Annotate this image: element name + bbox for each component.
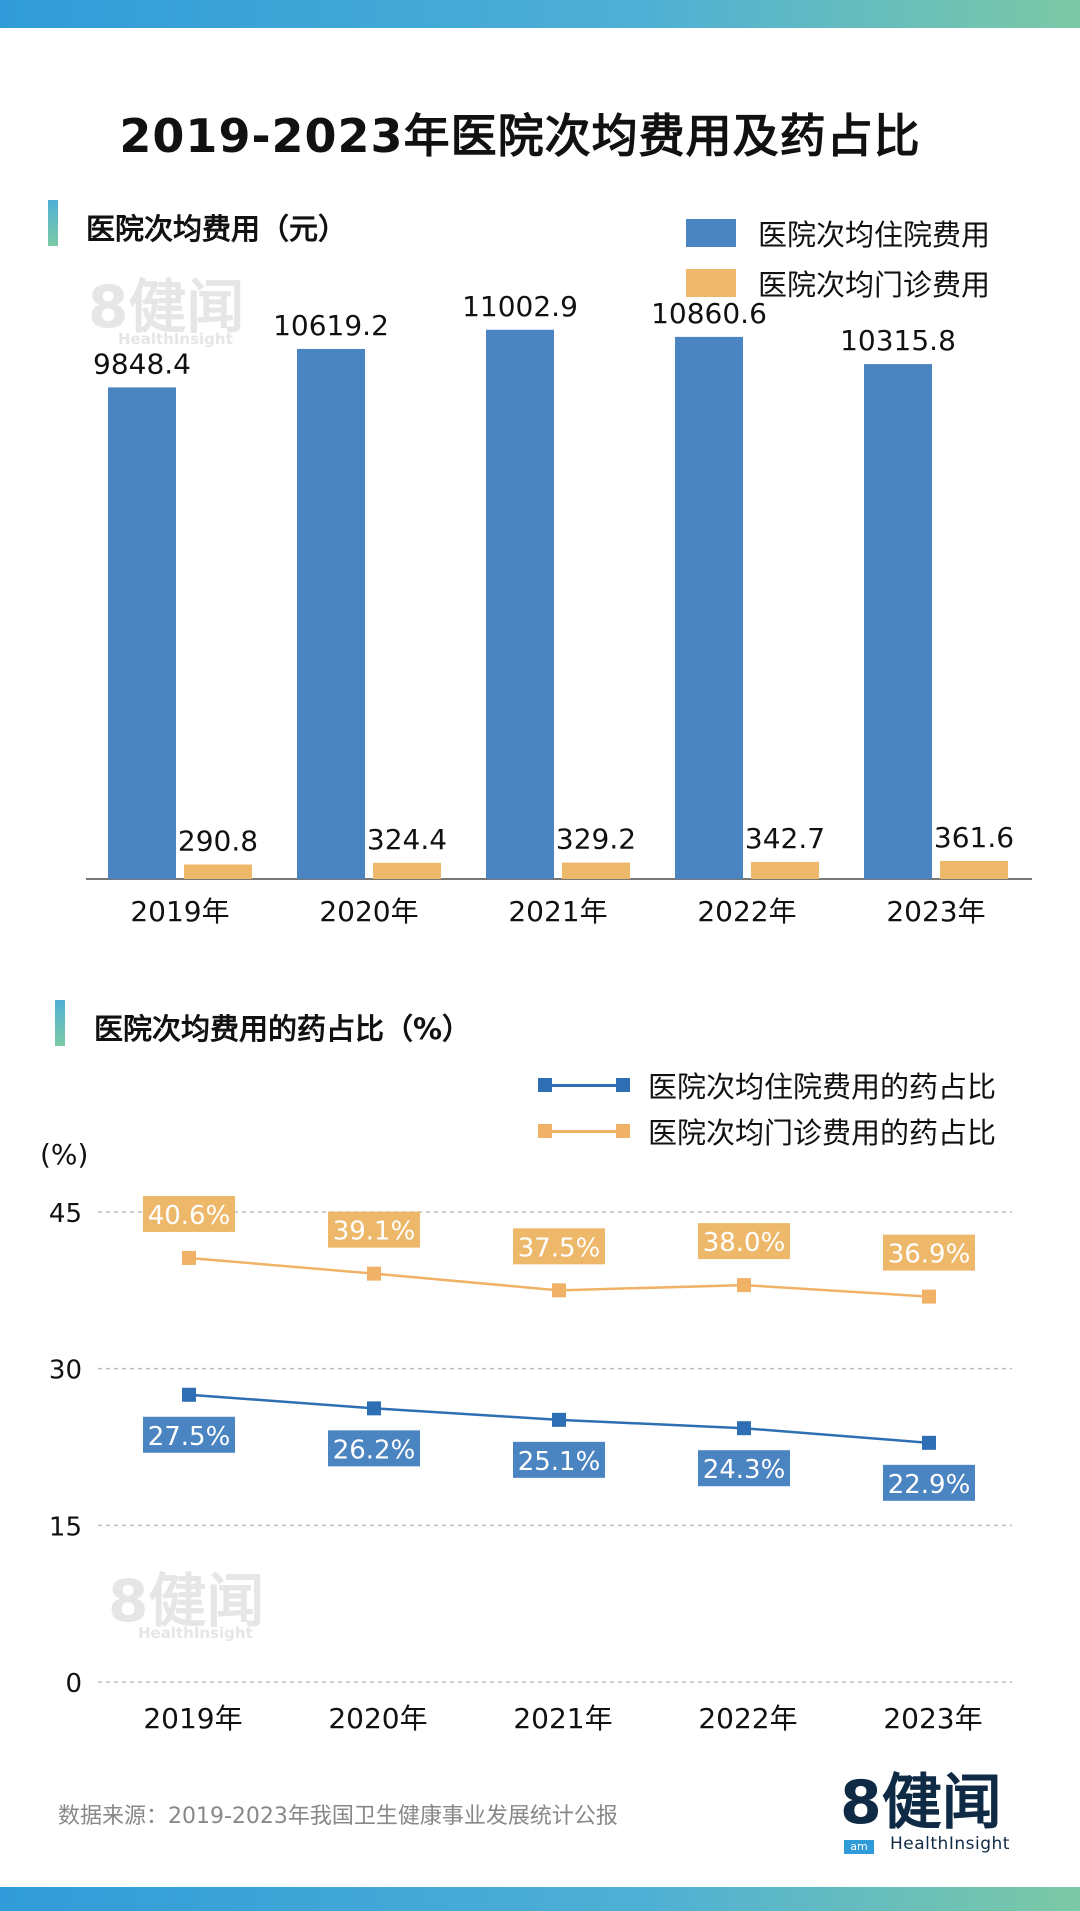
data-label: 10860.6 [651, 297, 767, 330]
data-label: 25.1% [518, 1447, 601, 1477]
data-label: 11002.9 [462, 290, 578, 323]
data-label-box [328, 1211, 420, 1248]
watermark-text: 8健闻 [88, 273, 245, 341]
data-point [922, 1289, 936, 1304]
x-tick-label: 2020年 [319, 895, 418, 928]
section-title-drug-ratio: 医院次均费用的药占比（%） [94, 1012, 472, 1046]
legend-line-outpatient-ratio [538, 1121, 630, 1141]
data-label-box [698, 1223, 790, 1260]
data-label: 324.4 [367, 823, 447, 856]
data-label: 342.7 [745, 822, 825, 855]
bar [297, 348, 365, 879]
data-label: 24.3% [703, 1455, 786, 1485]
data-point [922, 1435, 936, 1450]
y-tick-label: 45 [49, 1199, 82, 1229]
bar [108, 387, 176, 879]
section-marker-cost [48, 200, 58, 246]
legend-label-inpatient: 医院次均住院费用 [758, 218, 991, 252]
data-label: 26.2% [333, 1435, 416, 1465]
legend-item-outpatient-ratio: 医院次均门诊费用的药占比 [538, 1110, 996, 1152]
data-label: 37.5% [518, 1233, 601, 1263]
bar [562, 862, 630, 879]
line-chart: (%) 0 15 30 45 27.5% 26.2% 25.1% 24.3% 22.9% 40.6%… [40, 1140, 1012, 1735]
data-point [552, 1283, 566, 1298]
x-tick-label: 2021年 [508, 895, 607, 928]
logo: 8健闻 HealthInsight am [840, 1772, 1010, 1854]
bar [751, 861, 819, 879]
x-tick-label: 2022年 [697, 895, 796, 928]
section-marker-drug-ratio [55, 1000, 65, 1046]
data-label: 361.6 [934, 821, 1014, 854]
data-point [182, 1387, 196, 1402]
bar [864, 364, 932, 879]
data-label: 22.9% [888, 1470, 971, 1500]
data-point [367, 1266, 381, 1281]
data-label: 40.6% [148, 1201, 231, 1231]
y-axis-label: (%) [40, 1140, 88, 1171]
data-label: 9848.4 [93, 347, 191, 380]
bar [486, 329, 554, 879]
data-point [737, 1421, 751, 1436]
bar [184, 864, 252, 879]
data-label: 329.2 [556, 823, 636, 856]
data-label: 27.5% [148, 1422, 231, 1452]
logo-brand: 8健闻 [840, 1768, 1002, 1838]
legend-label-inpatient-ratio: 医院次均住院费用的药占比 [648, 1070, 997, 1104]
data-label: 36.9% [888, 1240, 971, 1270]
logo-subtitle: HealthInsight [890, 1834, 1010, 1854]
x-tick-label: 2019年 [130, 895, 229, 928]
watermark-text: 8健闻 [108, 1567, 265, 1635]
data-label: 10619.2 [273, 309, 389, 342]
y-tick-label: 0 [65, 1669, 82, 1699]
legend-label-outpatient-ratio: 医院次均门诊费用的药占比 [648, 1116, 997, 1150]
logo-badge: am [844, 1840, 874, 1854]
x-tick-label: 2020年 [328, 1702, 427, 1735]
x-tick-label: 2022年 [698, 1702, 797, 1735]
data-label: 38.0% [703, 1228, 786, 1258]
watermark-subtext: HealthInsight [118, 330, 233, 348]
source-note: 数据来源：2019-2023年我国卫生健康事业发展统计公报 [58, 1804, 618, 1829]
x-tick-label: 2021年 [513, 1702, 612, 1735]
data-label-box [143, 1195, 235, 1232]
data-point [182, 1250, 196, 1265]
data-label-box [143, 1416, 235, 1453]
data-label: 290.8 [178, 824, 258, 857]
data-point [737, 1278, 751, 1293]
bar [675, 336, 743, 879]
x-tick-label: 2023年 [883, 1702, 982, 1735]
section-title-cost: 医院次均费用（元） [86, 212, 348, 246]
watermark-subtext: HealthInsight [138, 1624, 253, 1642]
data-label: 10315.8 [840, 324, 956, 357]
data-label: 39.1% [333, 1217, 416, 1247]
top-gradient-bar [0, 0, 1080, 28]
y-tick-label: 30 [49, 1356, 82, 1386]
legend-item-inpatient-ratio: 医院次均住院费用的药占比 [538, 1064, 996, 1106]
data-label-box [513, 1441, 605, 1478]
bar-chart: 9848.4 290.8 2019年 10619.2 324.4 2020年 11002.9… [86, 290, 1032, 928]
bottom-gradient-bar [0, 1887, 1080, 1911]
legend-line-inpatient-ratio [538, 1075, 630, 1095]
data-point [552, 1412, 566, 1427]
data-label-box [883, 1464, 975, 1501]
legend-item-outpatient: 医院次均门诊费用 [686, 262, 990, 304]
page-title: 2019-2023年医院次均费用及药占比 [119, 109, 921, 163]
legend-swatch-outpatient [686, 269, 736, 297]
data-label-box [328, 1430, 420, 1467]
y-tick-label: 15 [49, 1512, 82, 1542]
watermark-top: 8健闻 HealthInsight [88, 278, 244, 348]
data-label-box [698, 1450, 790, 1487]
x-tick-label: 2023年 [886, 895, 985, 928]
data-label-box [883, 1234, 975, 1271]
data-point [367, 1401, 381, 1416]
watermark-bottom: 8健闻 HealthInsight [108, 1572, 264, 1642]
bar [373, 862, 441, 879]
x-tick-label: 2019年 [143, 1702, 242, 1735]
legend-swatch-inpatient [686, 219, 736, 247]
data-label-box [513, 1228, 605, 1265]
legend-label-outpatient: 医院次均门诊费用 [758, 268, 991, 302]
legend-item-inpatient: 医院次均住院费用 [686, 212, 990, 254]
bar [940, 860, 1008, 879]
